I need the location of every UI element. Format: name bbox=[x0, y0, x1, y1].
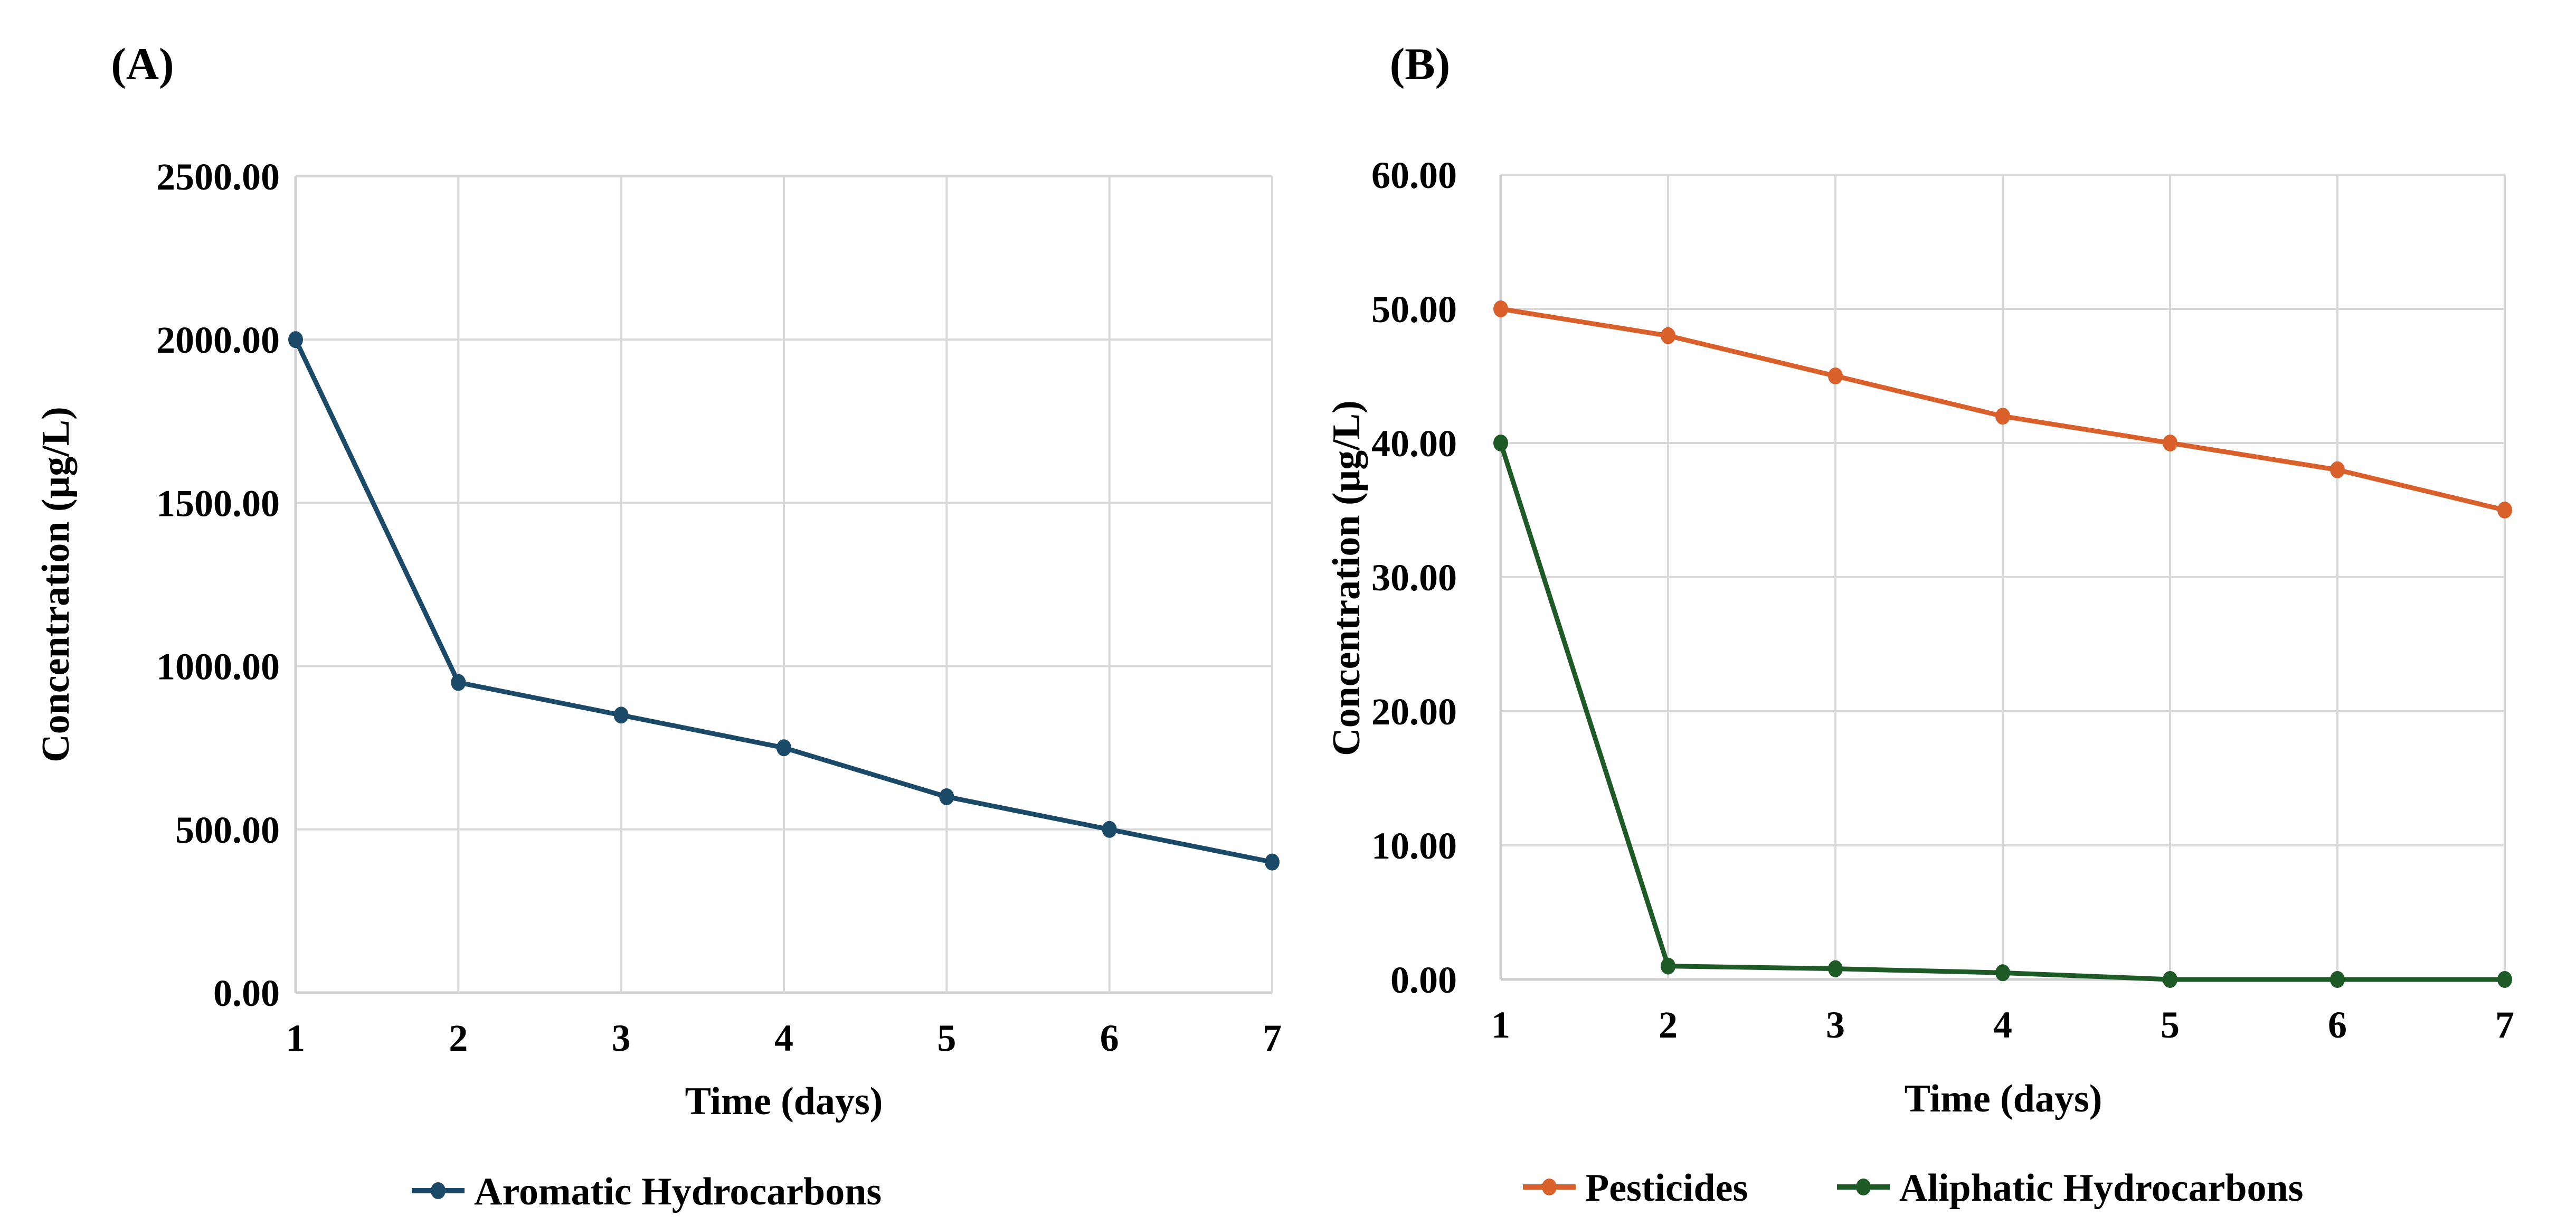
data-point bbox=[613, 706, 629, 724]
legend: Aromatic Hydrocarbons bbox=[412, 1170, 882, 1213]
series-layer bbox=[288, 331, 1280, 871]
y-tick-labels: 0.00 500.00 1000.00 1500.00 2000.00 2500.00 bbox=[156, 156, 280, 1014]
y-tick-label: 0.00 bbox=[1390, 959, 1457, 1001]
x-tick-labels: 1 2 3 4 5 6 7 bbox=[286, 1017, 1282, 1059]
y-tick-label: 2000.00 bbox=[156, 319, 280, 361]
chart-panel-a: (A) 0.00 500.00 1000.00 1500.00 2000.00 2500.… bbox=[34, 39, 1282, 1213]
y-axis-title: Concentration (µg/L) bbox=[34, 407, 78, 762]
panel-label: (B) bbox=[1390, 39, 1451, 89]
data-point bbox=[939, 788, 954, 805]
x-tick-label: 5 bbox=[2161, 1004, 2180, 1046]
x-tick-label: 1 bbox=[1491, 1004, 1510, 1046]
y-tick-label: 500.00 bbox=[175, 809, 280, 851]
legend-marker-icon bbox=[1856, 1179, 1871, 1195]
panel-label: (A) bbox=[111, 39, 174, 89]
x-tick-label: 7 bbox=[1263, 1017, 1282, 1059]
data-point bbox=[1102, 821, 1117, 838]
data-point bbox=[1493, 300, 1508, 317]
legend-marker-icon bbox=[431, 1182, 446, 1199]
x-tick-label: 1 bbox=[286, 1017, 305, 1059]
y-tick-label: 0.00 bbox=[213, 972, 280, 1014]
series-layer bbox=[1493, 300, 2512, 988]
legend-marker-icon bbox=[1542, 1179, 1557, 1195]
data-point bbox=[1661, 327, 1675, 344]
y-tick-label: 50.00 bbox=[1371, 288, 1457, 331]
chart-panel-b: (B) 0.00 10.00 20.00 30.00 40.00 50.00 60.00 1… bbox=[1325, 39, 2514, 1210]
x-axis-title: Time (days) bbox=[685, 1080, 883, 1123]
data-point bbox=[1265, 853, 1280, 871]
data-point bbox=[1493, 435, 1508, 451]
y-axis-title: Concentration (µg/L) bbox=[1325, 400, 1368, 756]
x-tick-label: 7 bbox=[2495, 1004, 2514, 1046]
data-point bbox=[2330, 971, 2345, 988]
data-point bbox=[451, 674, 466, 691]
x-tick-label: 4 bbox=[774, 1017, 793, 1059]
legend: Pesticides Aliphatic Hydrocarbons bbox=[1523, 1166, 2303, 1210]
data-point bbox=[2163, 435, 2177, 451]
x-axis-title: Time (days) bbox=[1905, 1077, 2103, 1120]
x-tick-label: 6 bbox=[2328, 1004, 2347, 1046]
legend-label: Aromatic Hydrocarbons bbox=[474, 1170, 882, 1213]
y-tick-label: 40.00 bbox=[1371, 422, 1457, 465]
data-point bbox=[1828, 368, 1843, 384]
x-tick-label: 3 bbox=[1826, 1004, 1845, 1046]
data-point bbox=[288, 331, 303, 348]
x-tick-label: 3 bbox=[612, 1017, 631, 1059]
y-tick-label: 10.00 bbox=[1371, 825, 1457, 867]
data-point bbox=[2163, 971, 2177, 988]
x-tick-label: 2 bbox=[449, 1017, 468, 1059]
legend-label: Aliphatic Hydrocarbons bbox=[1899, 1166, 2303, 1210]
data-point bbox=[1995, 408, 2010, 425]
x-tick-label: 5 bbox=[937, 1017, 956, 1059]
y-tick-label: 1500.00 bbox=[156, 482, 280, 524]
x-tick-labels: 1 2 3 4 5 6 7 bbox=[1491, 1004, 2514, 1046]
data-point bbox=[1828, 960, 1843, 977]
y-tick-label: 20.00 bbox=[1371, 691, 1457, 733]
gridlines bbox=[1499, 174, 2506, 981]
x-tick-label: 2 bbox=[1659, 1004, 1678, 1046]
data-point bbox=[2497, 502, 2512, 519]
y-tick-label: 1000.00 bbox=[156, 646, 280, 688]
x-tick-label: 6 bbox=[1100, 1017, 1119, 1059]
y-tick-label: 2500.00 bbox=[156, 156, 280, 198]
gridlines bbox=[294, 175, 1273, 994]
y-tick-label: 60.00 bbox=[1371, 154, 1457, 196]
data-point bbox=[776, 739, 791, 757]
data-point bbox=[1661, 957, 1675, 975]
y-tick-labels: 0.00 10.00 20.00 30.00 40.00 50.00 60.00 bbox=[1371, 154, 1457, 1001]
data-point bbox=[2330, 461, 2345, 478]
x-tick-label: 4 bbox=[1993, 1004, 2012, 1046]
y-tick-label: 30.00 bbox=[1371, 557, 1457, 599]
data-point bbox=[1995, 964, 2010, 982]
data-point bbox=[2497, 971, 2512, 988]
legend-label: Pesticides bbox=[1585, 1166, 1748, 1210]
